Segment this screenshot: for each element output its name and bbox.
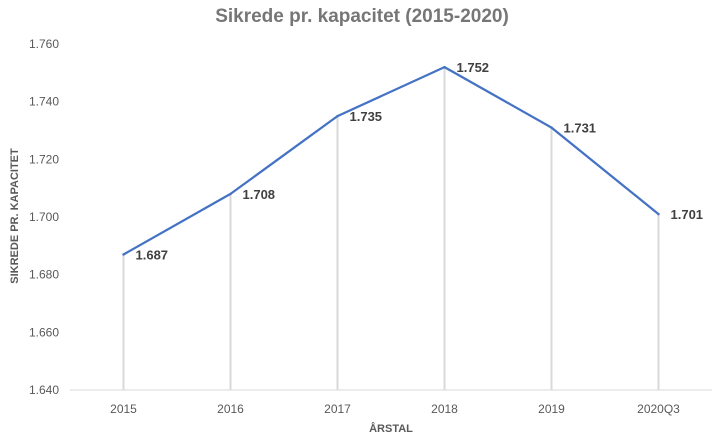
y-tick-label: 1.660 xyxy=(29,325,59,339)
x-tick-label: 2020Q3 xyxy=(637,402,680,416)
data-point xyxy=(229,192,232,196)
data-labels: 1.687 1.708 1.735 1.752 1.731 1.701 xyxy=(136,60,704,262)
x-axis-title: ÅRSTAL xyxy=(369,422,413,435)
x-tick-labels: 2015 2016 2017 2018 2019 2020Q3 xyxy=(110,402,680,416)
data-point xyxy=(336,114,339,118)
y-tick-label: 1.740 xyxy=(29,95,59,109)
data-point xyxy=(657,212,660,216)
x-tick-label: 2018 xyxy=(431,402,458,416)
data-label: 1.687 xyxy=(136,247,169,262)
y-tick-labels: 1.640 1.660 1.680 1.700 1.720 1.740 1.760 xyxy=(29,37,59,397)
y-tick-label: 1.680 xyxy=(29,268,59,282)
data-point xyxy=(443,65,446,69)
data-label: 1.735 xyxy=(350,109,383,124)
x-tick-label: 2015 xyxy=(110,402,137,416)
y-tick-label: 1.760 xyxy=(29,37,59,51)
data-label: 1.752 xyxy=(457,60,490,75)
data-label: 1.731 xyxy=(564,121,597,136)
chart-title: Sikrede pr. kapacitet (2015-2020) xyxy=(215,6,509,27)
y-axis-title: SIKREDE PR. KAPACITET xyxy=(9,148,21,284)
x-tick-label: 2016 xyxy=(217,402,244,416)
data-label: 1.701 xyxy=(671,207,704,222)
drop-lines xyxy=(122,67,660,390)
data-point xyxy=(122,253,125,256)
y-tick-label: 1.640 xyxy=(29,383,59,397)
x-tick-label: 2019 xyxy=(538,402,565,416)
data-point xyxy=(550,126,553,129)
data-label: 1.708 xyxy=(243,187,276,202)
y-tick-label: 1.700 xyxy=(29,210,59,224)
series-line xyxy=(122,65,660,256)
x-tick-label: 2017 xyxy=(324,402,351,416)
series-group xyxy=(122,65,660,256)
y-tick-label: 1.720 xyxy=(29,152,59,166)
